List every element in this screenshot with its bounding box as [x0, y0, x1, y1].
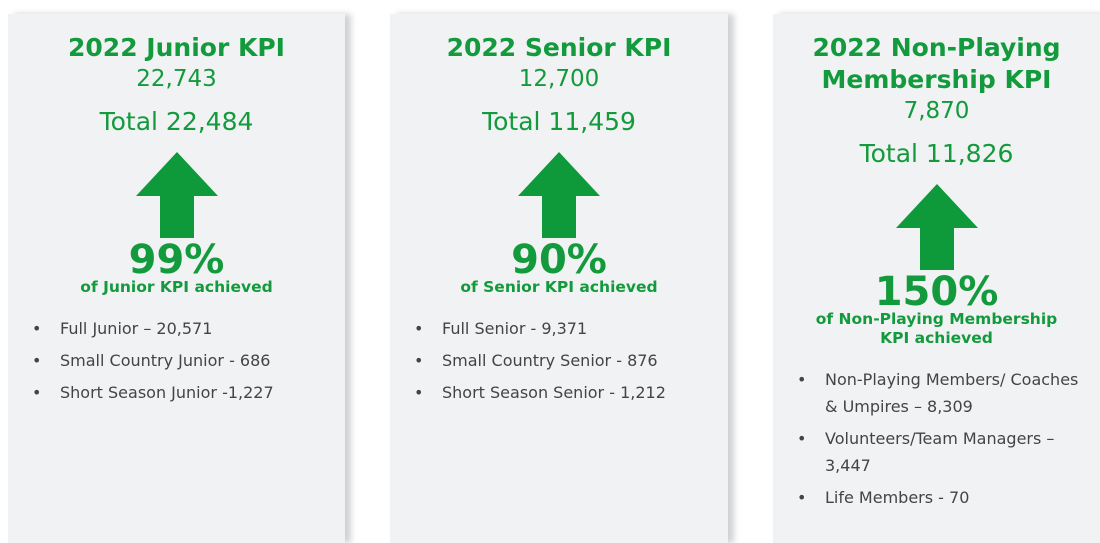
percent-achieved: 150%: [874, 269, 999, 315]
kpi-target: 22,743: [136, 66, 217, 92]
breakdown-item: Short Season Senior - 1,212: [390, 379, 728, 406]
kpi-card: 2022 Junior KPI 22,743 Total 22,484 99% of J…: [8, 14, 345, 543]
card-title: 2022 Non-Playing Membership KPI: [812, 33, 1061, 94]
kpi-total: Total 22,484: [99, 107, 254, 136]
arrow-shape: [518, 152, 600, 238]
up-arrow: [135, 152, 218, 238]
up-arrow: [895, 184, 978, 270]
breakdown-item: Small Country Senior - 876: [390, 347, 728, 374]
kpi-target: 12,700: [518, 66, 600, 92]
breakdown-list: Non-Playing Members/ Coaches & Umpires –…: [773, 366, 1100, 516]
percent-caption: of Junior KPI achieved: [80, 278, 273, 296]
kpi-total: Total 11,459: [482, 107, 636, 136]
breakdown-item: Full Senior - 9,371: [390, 315, 728, 342]
percent-achieved: 90%: [511, 237, 607, 283]
breakdown-item: Full Junior – 20,571: [8, 315, 345, 342]
kpi-card: 2022 Senior KPI 12,700 Total 11,459 90% of S…: [390, 14, 728, 543]
kpi-total: Total 11,826: [859, 139, 1014, 168]
percent-caption: of Senior KPI achieved: [460, 278, 658, 296]
breakdown-item: Life Members - 70: [773, 484, 1100, 511]
breakdown-item: Short Season Junior -1,227: [8, 379, 345, 406]
card-title: 2022 Junior KPI: [68, 33, 285, 62]
kpi-card: 2022 Non-Playing Membership KPI 7,870 Tota…: [773, 14, 1100, 543]
breakdown-item: Non-Playing Members/ Coaches & Umpires –…: [773, 366, 1100, 420]
breakdown-list: Full Senior - 9,371 Small Country Senior …: [390, 315, 728, 411]
percent-achieved: 99%: [128, 237, 225, 283]
card-title: 2022 Senior KPI: [446, 33, 672, 62]
arrow-shape: [895, 184, 978, 270]
arrow-shape: [135, 152, 218, 238]
up-arrow: [518, 152, 600, 238]
breakdown-item: Small Country Junior - 686: [8, 347, 345, 374]
breakdown-item: Volunteers/Team Managers – 3,447: [773, 425, 1100, 479]
kpi-target: 7,870: [903, 98, 970, 124]
breakdown-list: Full Junior – 20,571 Small Country Junior…: [8, 315, 345, 411]
percent-caption: of Non-Playing Membership KPI achieved: [815, 310, 1058, 347]
